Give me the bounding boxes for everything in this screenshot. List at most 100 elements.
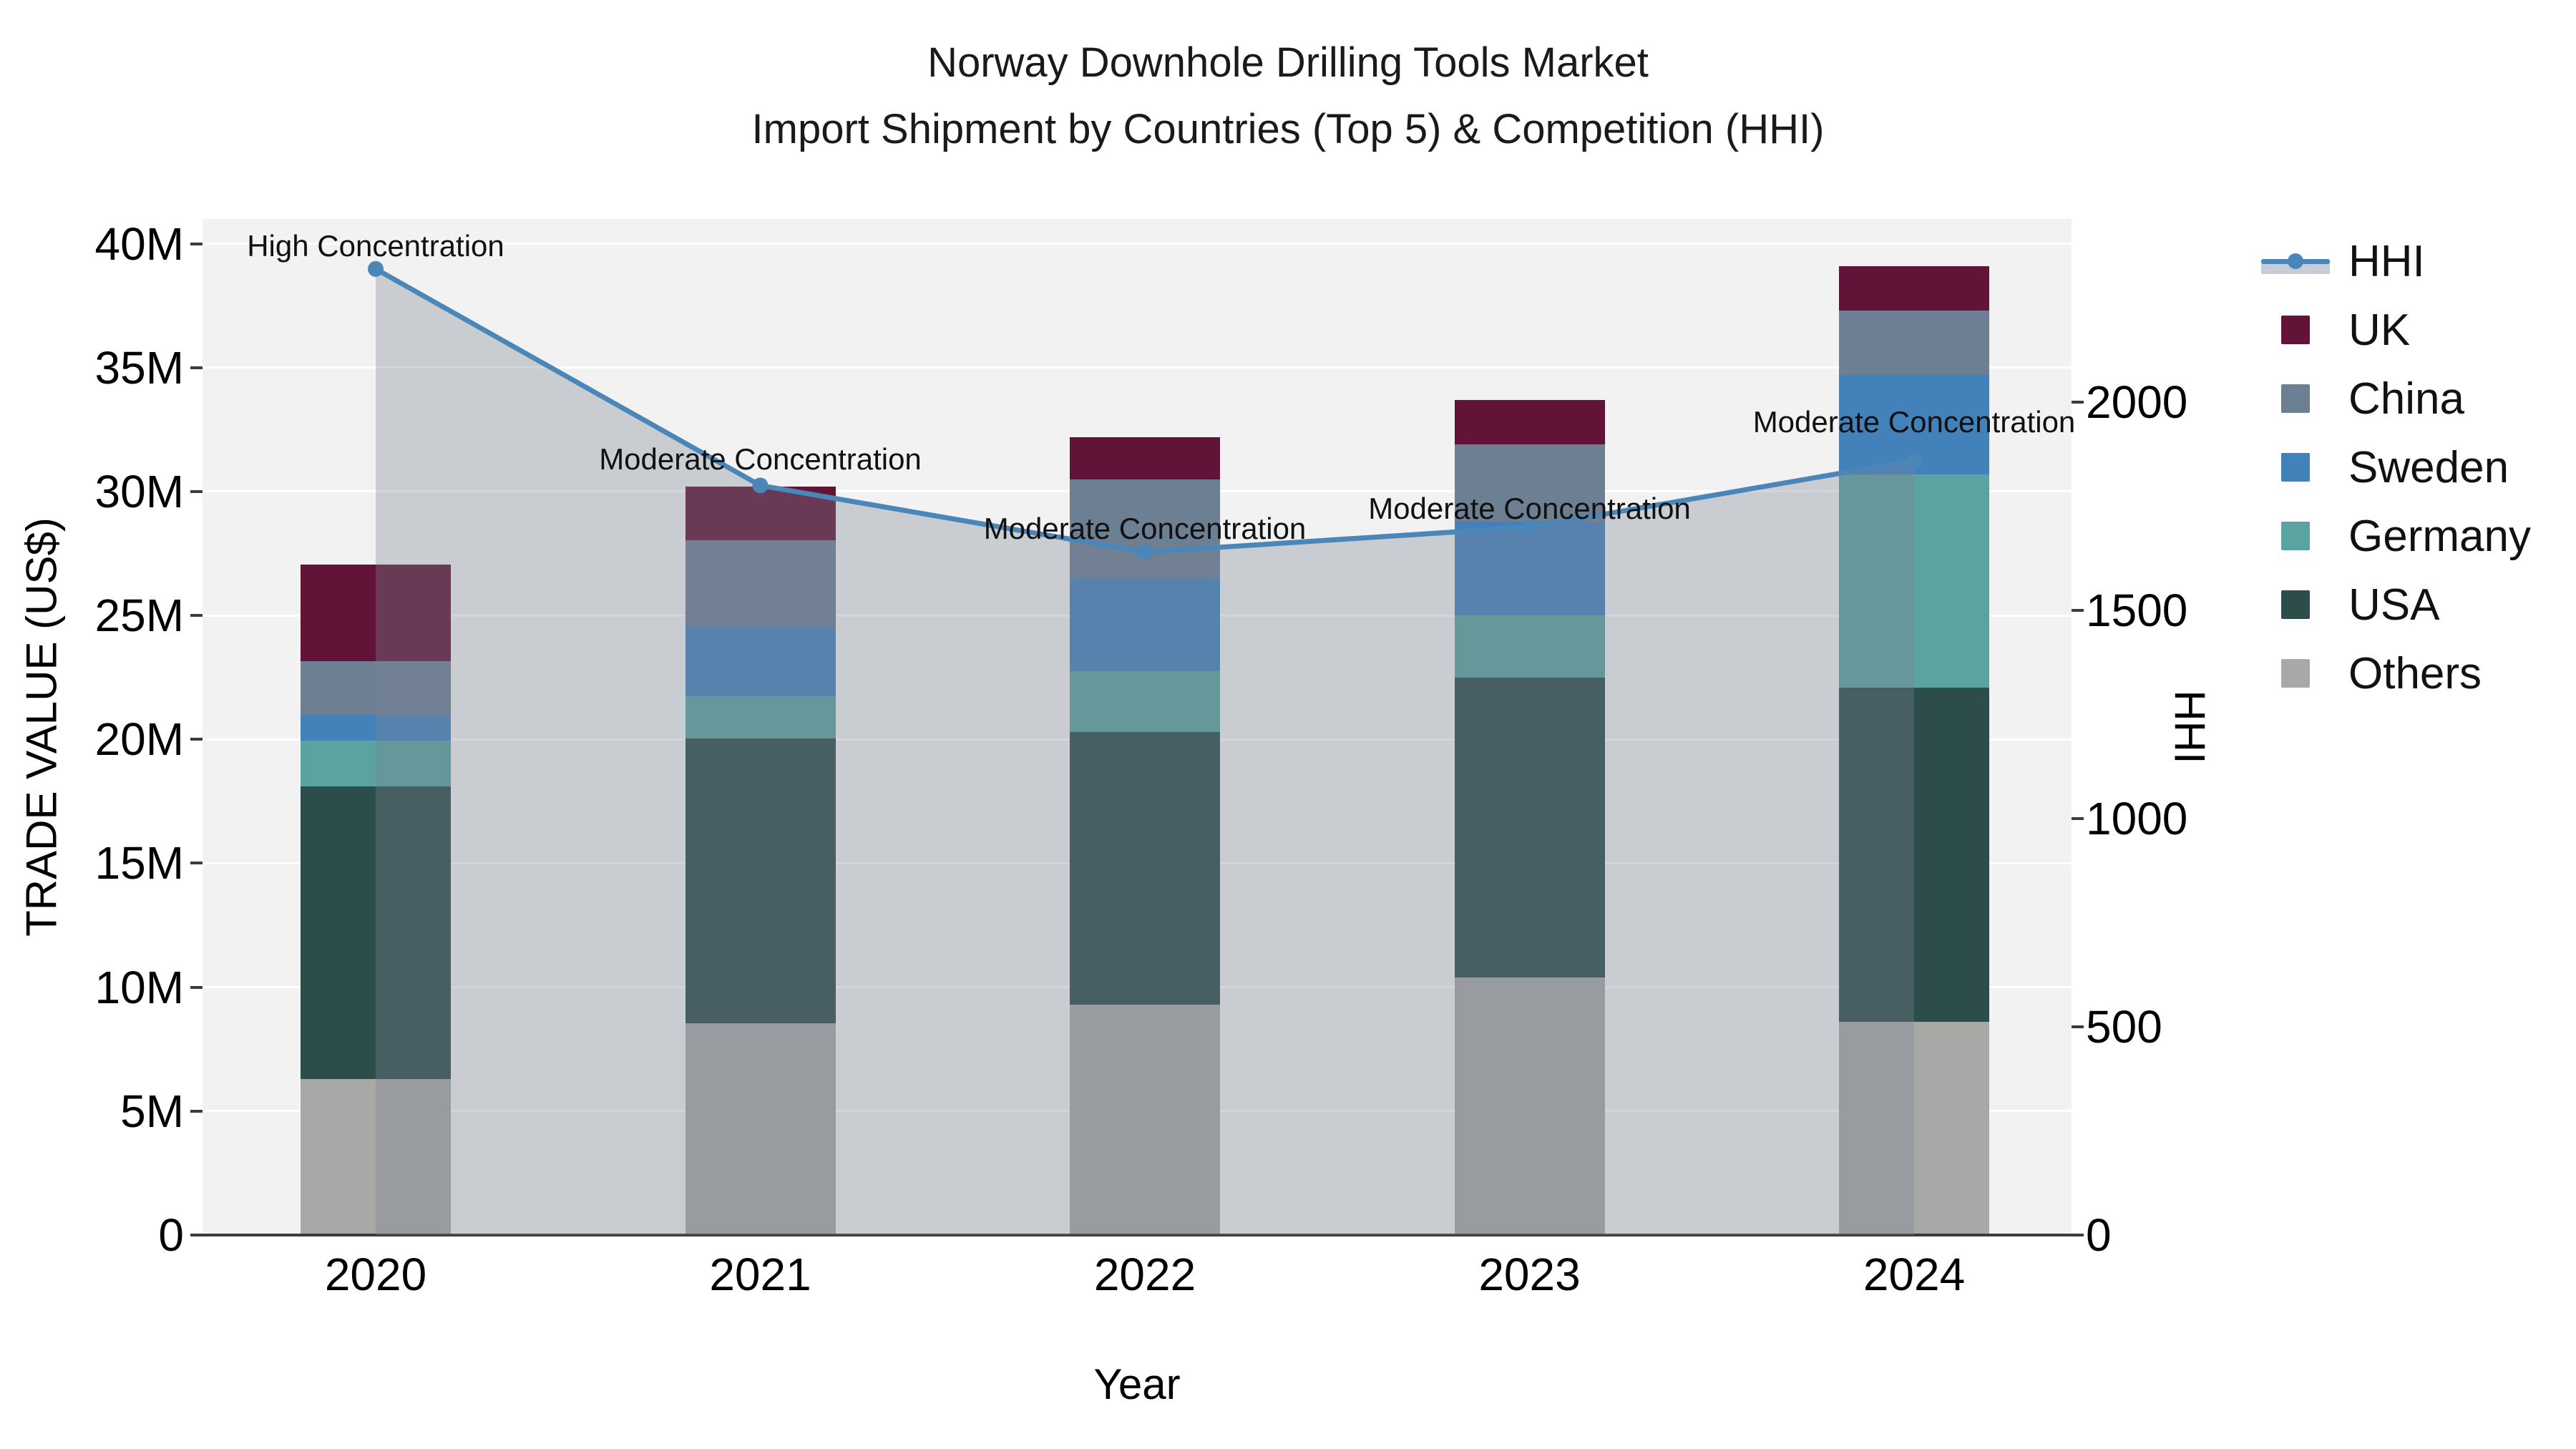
bar-segment-2022-UK [1070,436,1220,479]
annotation-2020: High Concentration [247,229,504,263]
legend-label-UK: UK [2348,305,2411,355]
y-right-tickmark [2072,609,2084,613]
bar-segment-2021-Others [685,1023,836,1235]
bar-segment-2023-Sweden [1454,521,1605,616]
bar-segment-2020-USA [301,786,451,1079]
legend-item-USA: USA [2261,580,2531,630]
hhi-marker-2021 [752,477,769,494]
x-tick-2022: 2022 [1093,1249,1196,1300]
y-left-tickmark [190,862,203,865]
bar-segment-2023-Germany [1454,615,1605,678]
y-left-tickmark [190,366,203,369]
bar-segment-2022-China [1070,479,1220,579]
y-left-tickmark [190,242,203,245]
bar-segment-2020-Germany [301,741,451,787]
bar-segment-2020-UK [301,565,451,662]
y-left-tick-35M: 35M [94,341,185,394]
bar-segment-2023-China [1454,444,1605,522]
y-left-tickmark [190,1234,203,1236]
legend-color-swatch-icon [2261,384,2330,413]
legend-item-UK: UK [2261,306,2531,355]
x-tick-2021: 2021 [709,1249,811,1300]
y-left-tick-25M: 25M [94,590,185,642]
bar-segment-2021-Sweden [685,626,836,696]
legend-label-HHI: HHI [2348,236,2425,286]
y-right-tickmark [2072,1234,2084,1236]
legend-label-Others: Others [2348,648,2482,698]
bar-segment-2020-China [301,661,451,715]
gridline-35M [203,366,2072,369]
bar-segment-2023-UK [1454,399,1605,445]
bar-segment-2022-USA [1070,731,1220,1005]
legend-color-swatch-icon [2261,522,2330,550]
y-left-tick-0: 0 [158,1209,184,1261]
y-left-tickmark [190,1109,203,1113]
annotation-2023: Moderate Concentration [1368,492,1691,526]
y-left-tickmark [190,614,203,618]
y-right-tick-500: 500 [2086,1001,2162,1053]
y-right-tick-2000: 2000 [2086,376,2188,429]
x-tick-2023: 2023 [1478,1249,1581,1300]
x-tick-2020: 2020 [324,1249,427,1300]
chart-title: Norway Downhole Drilling Tools Market Im… [0,30,2576,163]
y-right-tickmark [2072,817,2084,821]
bar-segment-2020-Sweden [301,714,451,741]
bar-segment-2023-Others [1454,977,1605,1235]
legend-item-Sweden: Sweden [2261,443,2531,492]
legend-item-HHI: HHI [2261,237,2531,286]
y-left-tick-30M: 30M [94,465,185,517]
y-right-tickmark [2072,1025,2084,1029]
hhi-marker-2022 [1137,544,1153,560]
bar-segment-2022-Sweden [1070,578,1220,672]
legend-item-China: China [2261,374,2531,424]
bar-segment-2023-USA [1454,677,1605,977]
legend: HHI UK China Sweden Germany USA Others [2261,237,2531,698]
y-right-tickmark [2072,401,2084,404]
bar-segment-2022-Germany [1070,671,1220,732]
legend-color-swatch-icon [2261,453,2330,482]
hhi-marker-2020 [368,260,384,277]
bar-segment-2024-China [1839,311,1989,376]
y-left-tickmark [190,738,203,741]
legend-item-Germany: Germany [2261,512,2531,561]
annotation-2024: Moderate Concentration [1752,405,2076,439]
hhi-layer [368,260,1922,1235]
y-right-tick-1000: 1000 [2086,793,2188,845]
y-right-tick-1500: 1500 [2086,585,2188,637]
legend-line-swatch-icon [2261,245,2330,277]
legend-color-swatch-icon [2261,659,2330,688]
y-left-tick-10M: 10M [94,961,185,1013]
legend-label-Germany: Germany [2348,511,2531,561]
y-left-tick-20M: 20M [94,713,185,766]
y-left-tick-40M: 40M [94,218,185,270]
legend-color-swatch-icon [2261,316,2330,344]
bar-segment-2022-Others [1070,1004,1220,1235]
bar-segment-2024-UK [1839,265,1989,311]
y-right-tick-0: 0 [2086,1209,2112,1261]
y-left-tickmark [190,489,203,493]
annotation-2021: Moderate Concentration [599,441,922,476]
bar-segment-2024-Others [1839,1022,1989,1235]
legend-label-China: China [2348,374,2464,424]
bar-segment-2024-USA [1839,687,1989,1023]
bar-segment-2021-Germany [685,696,836,738]
chart-title-line1: Norway Downhole Drilling Tools Market [927,39,1649,86]
bar-segment-2024-Germany [1839,474,1989,688]
hhi-marker-2023 [1521,519,1538,535]
annotation-2022: Moderate Concentration [983,511,1307,545]
legend-item-Others: Others [2261,648,2531,698]
hhi-marker-2024 [1906,452,1922,469]
hhi-area-fill [376,268,1914,1235]
x-axis-title: Year [1093,1360,1181,1408]
chart-title-line2: Import Shipment by Countries (Top 5) & C… [751,105,1825,152]
bar-segment-2021-USA [685,738,836,1023]
y-left-tick-15M: 15M [94,837,185,889]
plot-area: High Concentration Moderate Concentration… [203,219,2075,1235]
x-tick-2024: 2024 [1863,1249,1966,1300]
legend-label-Sweden: Sweden [2348,442,2509,492]
legend-color-swatch-icon [2261,590,2330,619]
y-left-tickmark [190,985,203,989]
x-axis-line [203,1234,2072,1236]
y-axis-title-right: HHI [2165,690,2214,764]
